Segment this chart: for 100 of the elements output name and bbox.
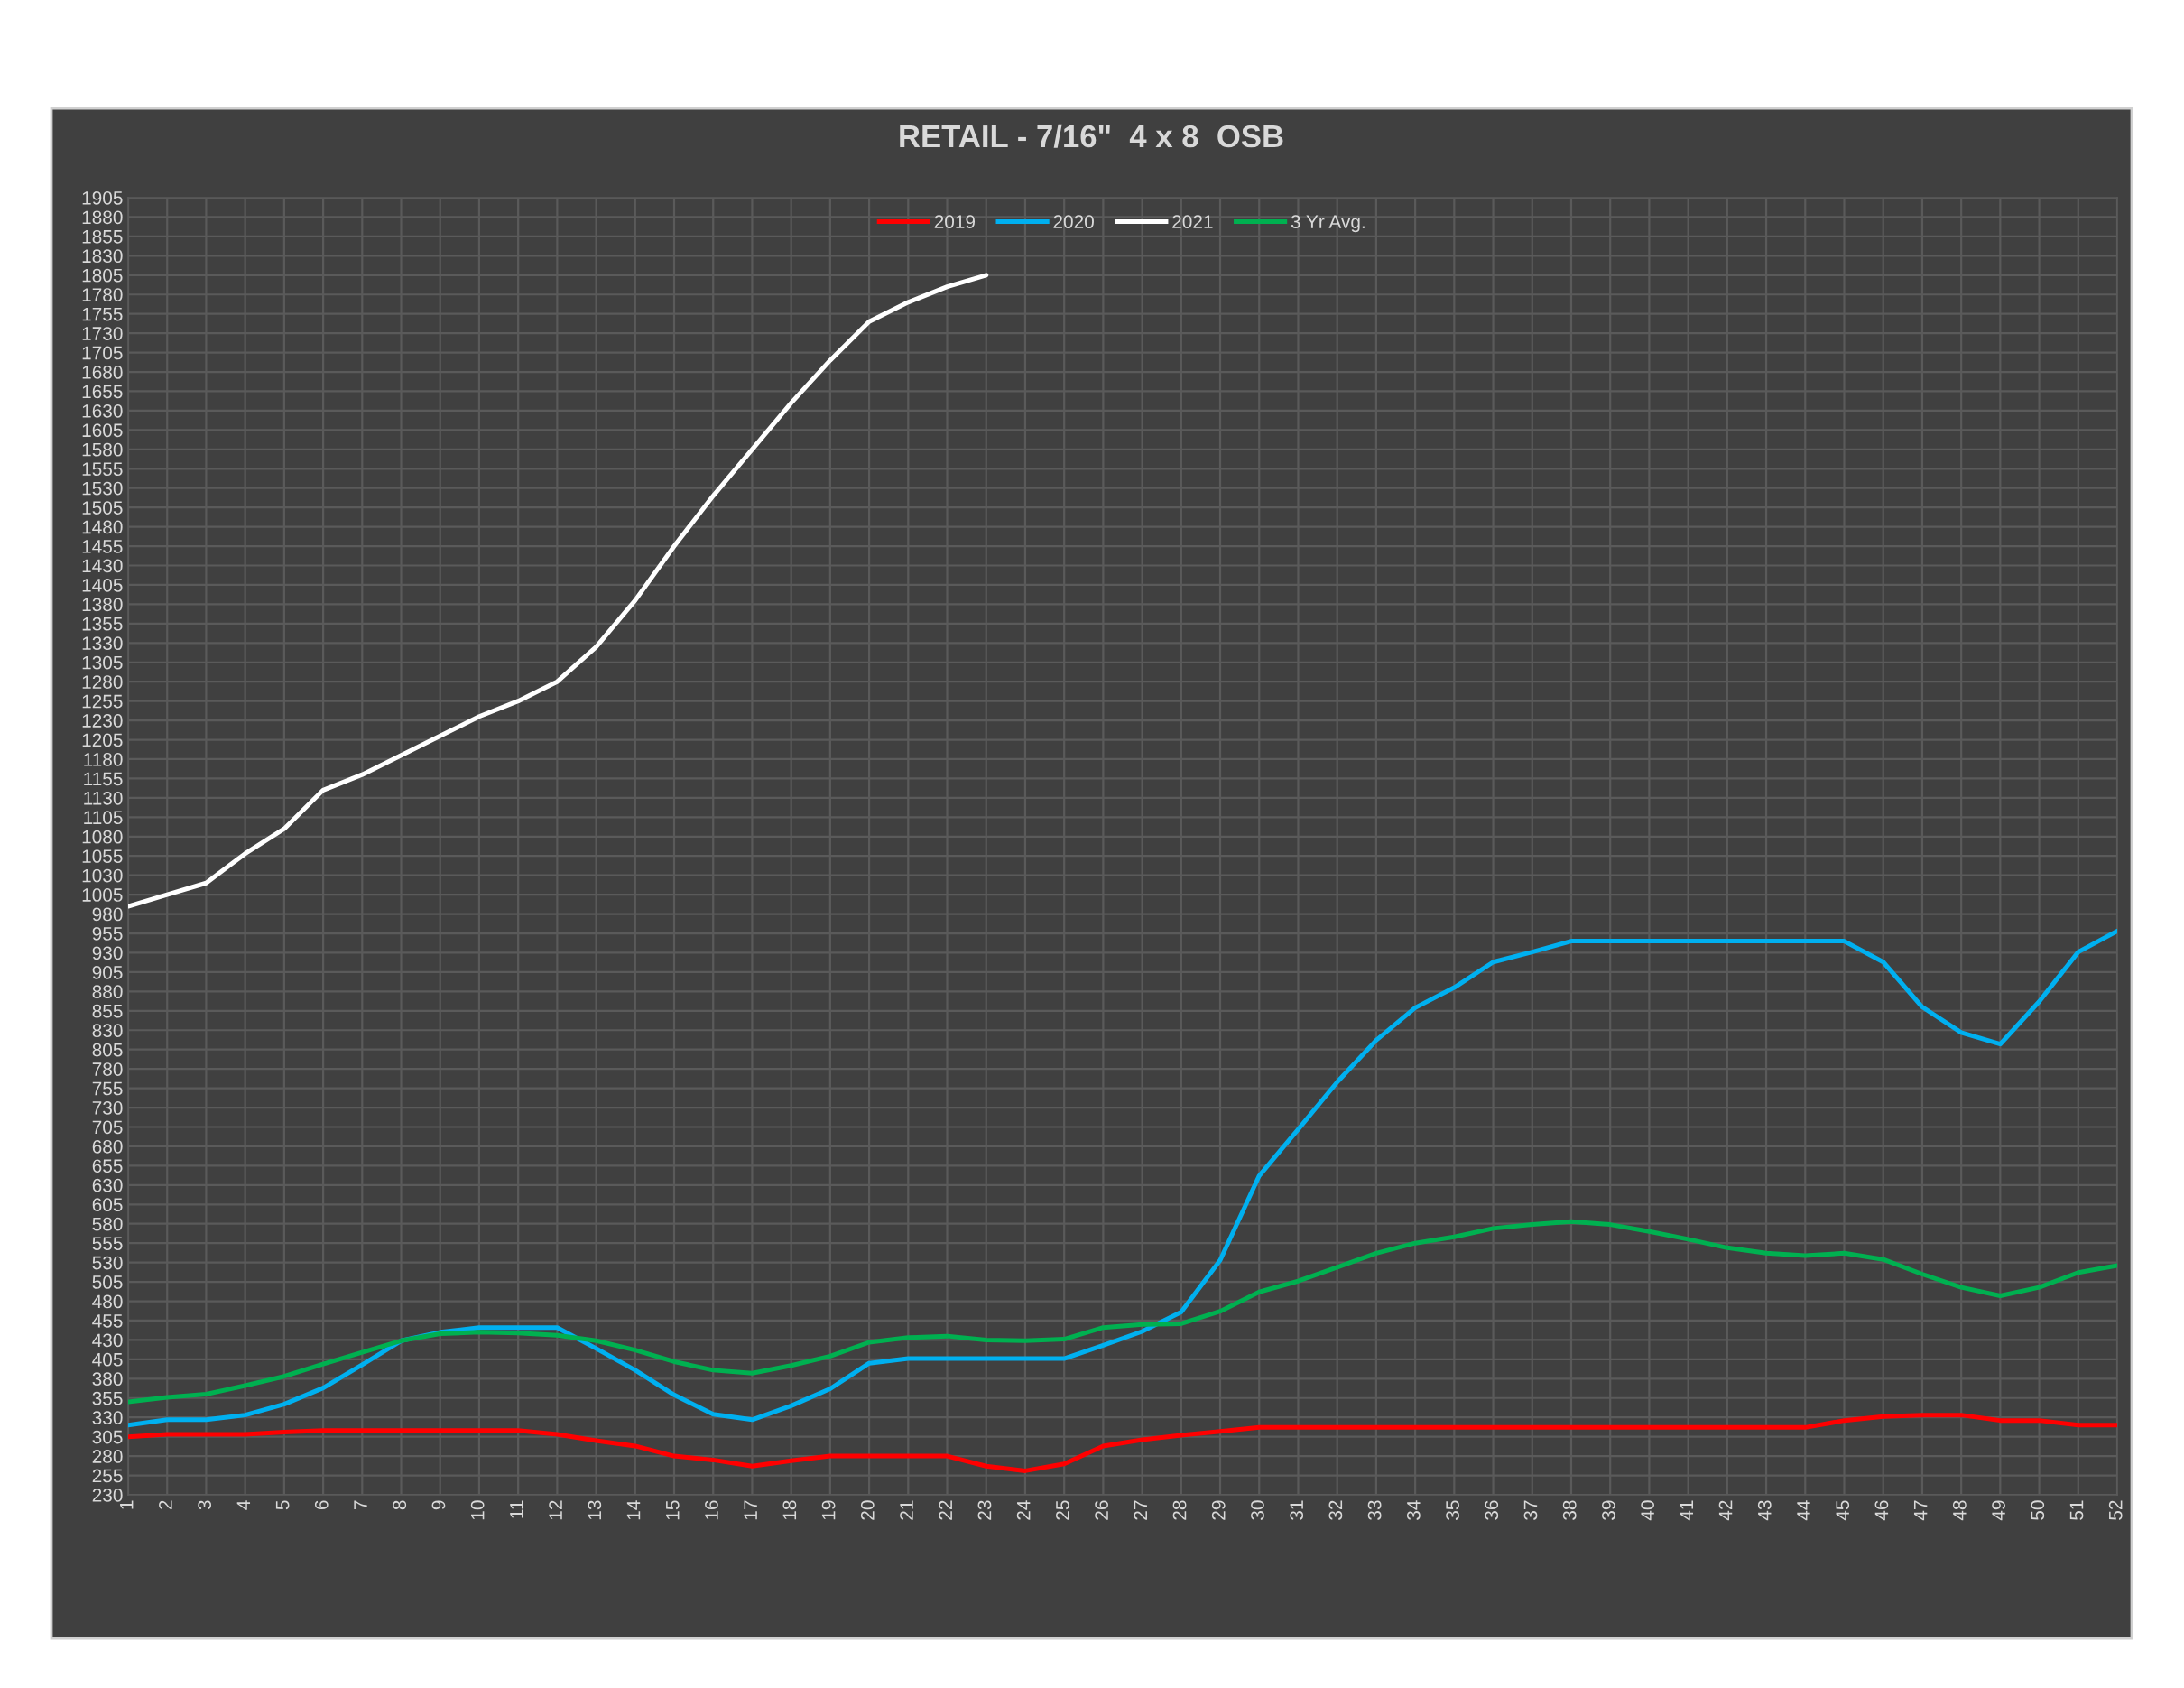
x-tick-label: 22 — [939, 1500, 952, 1520]
y-tick-label: 1180 — [84, 752, 123, 766]
x-tick-label: 26 — [1095, 1500, 1108, 1520]
x-tick-label: 17 — [744, 1500, 757, 1520]
y-tick-label: 455 — [92, 1314, 123, 1328]
y-tick-label: 405 — [92, 1352, 123, 1367]
x-tick-label: 51 — [2069, 1500, 2084, 1520]
y-tick-label: 380 — [92, 1372, 123, 1387]
x-tick-label: 30 — [1251, 1500, 1264, 1520]
y-tick-label: 1855 — [82, 229, 123, 244]
x-tick-label: 47 — [1913, 1500, 1928, 1521]
x-tick-label: 12 — [549, 1500, 562, 1520]
x-tick-label: 10 — [470, 1500, 485, 1520]
y-tick-label: 1405 — [82, 578, 123, 592]
x-tick-label: 40 — [1641, 1500, 1654, 1521]
y-tick-label: 580 — [92, 1217, 123, 1231]
y-tick-label: 830 — [92, 1024, 123, 1038]
x-tick-label: 19 — [821, 1500, 836, 1520]
y-tick-label: 1205 — [82, 733, 123, 747]
y-tick-label: 1255 — [82, 694, 123, 709]
x-tick-label: 45 — [1836, 1500, 1850, 1521]
y-tick-label: 1905 — [82, 191, 123, 205]
y-tick-label: 355 — [92, 1391, 123, 1405]
x-tick-label: 31 — [1290, 1500, 1304, 1520]
x-tick-label: 15 — [666, 1500, 680, 1520]
x-tick-label: 5 — [275, 1500, 290, 1510]
y-tick-label: 730 — [92, 1101, 123, 1115]
y-tick-label: 330 — [92, 1411, 123, 1424]
x-tick-label: 32 — [1328, 1500, 1343, 1520]
x-tick-label: 46 — [1874, 1500, 1889, 1521]
y-tick-label: 780 — [92, 1062, 123, 1076]
y-tick-label: 1130 — [84, 791, 123, 805]
y-tick-label: 555 — [92, 1237, 123, 1250]
x-tick-label: 6 — [314, 1500, 329, 1510]
x-tick-label: 11 — [510, 1500, 523, 1518]
y-tick-label: 480 — [92, 1294, 123, 1309]
y-tick-label: 1555 — [82, 462, 123, 477]
x-tick-label: 36 — [1485, 1500, 1499, 1520]
y-tick-label: 905 — [92, 965, 123, 979]
x-tick-label: 52 — [2108, 1500, 2123, 1520]
y-tick-label: 1155 — [84, 772, 123, 786]
y-tick-label: 230 — [92, 1489, 123, 1502]
x-tick-label: 23 — [977, 1500, 992, 1520]
x-tick-label: 7 — [354, 1500, 367, 1510]
y-tick-label: 1280 — [82, 675, 123, 689]
y-tick-label: 530 — [92, 1256, 123, 1270]
x-tick-label: 42 — [1718, 1500, 1733, 1521]
y-tick-label: 1030 — [82, 868, 123, 883]
y-tick-label: 1055 — [82, 849, 123, 863]
y-tick-label: 980 — [92, 907, 123, 922]
x-tick-label: 28 — [1172, 1500, 1187, 1520]
chart-title: RETAIL - 7/16" 4 x 8 OSB — [900, 124, 1283, 148]
y-tick-label: 930 — [92, 946, 123, 960]
x-tick-label: 14 — [626, 1500, 641, 1520]
y-tick-label: 1730 — [82, 327, 123, 340]
x-tick-label: 38 — [1562, 1500, 1577, 1520]
x-tick-label: 1 — [120, 1500, 134, 1509]
y-tick-label: 1430 — [82, 559, 123, 573]
y-tick-label: 505 — [92, 1275, 123, 1289]
legend-label: 2021 — [1172, 215, 1213, 229]
y-tick-label: 280 — [92, 1450, 123, 1463]
legend-label: 2019 — [934, 215, 976, 229]
legend-label: 3 Yr Avg. — [1291, 215, 1365, 233]
x-tick-label: 50 — [2031, 1500, 2045, 1520]
x-tick-label: 39 — [1602, 1500, 1615, 1520]
y-tick-label: 1355 — [82, 617, 123, 631]
y-tick-label: 1605 — [82, 423, 123, 438]
x-tick-label: 35 — [1446, 1500, 1459, 1520]
x-tick-label: 8 — [393, 1500, 407, 1510]
y-tick-label: 1580 — [82, 442, 123, 457]
y-tick-label: 1530 — [82, 481, 123, 496]
y-tick-label: 255 — [92, 1469, 123, 1483]
x-tick-label: 27 — [1134, 1500, 1147, 1520]
x-tick-label: 3 — [198, 1500, 212, 1510]
x-tick-label: 18 — [782, 1500, 797, 1520]
y-tick-label: 705 — [92, 1120, 123, 1135]
y-tick-label: 305 — [92, 1430, 123, 1444]
y-tick-label: 1005 — [82, 888, 123, 902]
y-tick-label: 1480 — [82, 520, 123, 534]
y-tick-label: 1655 — [82, 385, 123, 399]
y-tick-label: 1805 — [82, 268, 123, 283]
x-tick-label: 37 — [1523, 1500, 1538, 1520]
y-tick-label: 1105 — [84, 811, 123, 825]
x-tick-label: 24 — [1016, 1500, 1031, 1520]
x-tick-label: 21 — [900, 1500, 913, 1520]
x-tick-label: 20 — [860, 1500, 875, 1520]
y-tick-label: 1780 — [82, 288, 123, 301]
y-tick-label: 1380 — [82, 598, 123, 612]
x-tick-label: 29 — [1211, 1500, 1226, 1520]
y-tick-label: 1505 — [82, 501, 123, 515]
y-tick-label: 955 — [92, 927, 123, 941]
x-tick-label: 34 — [1406, 1500, 1421, 1520]
y-tick-label: 1230 — [82, 714, 123, 728]
x-tick-label: 41 — [1680, 1500, 1694, 1521]
y-tick-label: 1705 — [82, 346, 123, 360]
x-tick-label: 33 — [1367, 1500, 1382, 1520]
y-tick-label: 655 — [92, 1159, 123, 1173]
y-tick-label: 1755 — [82, 307, 123, 321]
x-tick-label: 49 — [1992, 1500, 2005, 1521]
y-tick-label: 605 — [92, 1198, 123, 1212]
